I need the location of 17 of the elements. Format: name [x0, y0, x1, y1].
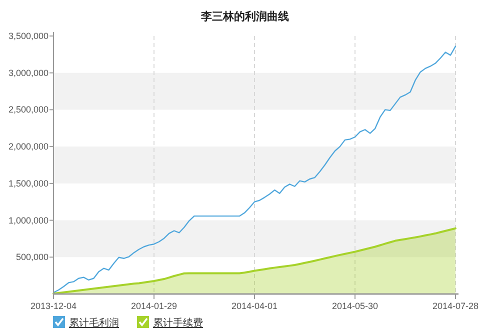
x-tick-label: 2014-07-28	[432, 301, 479, 311]
legend-label: 累计毛利润	[69, 317, 119, 329]
legend-item: 累计毛利润	[53, 316, 119, 329]
y-tick-label: 2,500,000	[8, 104, 48, 115]
x-tick-label: 2014-01-29	[130, 301, 178, 311]
y-tick-label: 2,000,000	[8, 142, 48, 152]
y-tick-label: 3,000,000	[8, 68, 48, 78]
chart-title: 李三林的利润曲线	[200, 10, 289, 23]
y-tick-label: 3,500,000	[8, 31, 48, 41]
y-tick-label: 1,000,000	[8, 215, 48, 226]
y-tick-label: 500,000	[16, 252, 48, 262]
x-tick-label: 2013-12-04	[30, 301, 77, 311]
y-tick-label: 1,500,000	[8, 178, 48, 188]
x-tick-label: 2014-04-01	[231, 301, 278, 311]
legend-label: 累计手续费	[153, 317, 203, 329]
x-tick-label: 2014-05-30	[332, 301, 378, 311]
legend-item: 累计手续费	[137, 316, 203, 329]
